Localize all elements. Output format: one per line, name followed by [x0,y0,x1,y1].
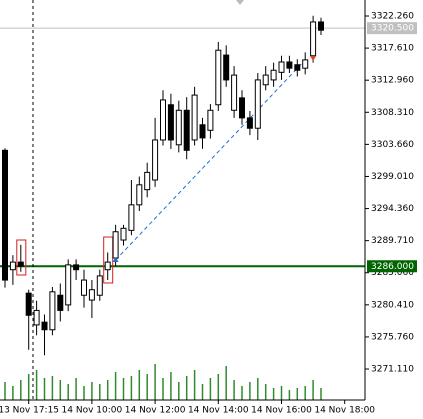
candle-body [128,204,135,231]
plot-area [0,15,365,400]
candle-body [112,231,119,259]
candle-body [2,149,8,281]
candle-body [73,264,80,271]
candle-body [88,289,95,301]
candle-body [144,171,151,191]
candle-body [25,292,32,316]
level-label: 3286.000 [371,262,414,272]
candle-body [207,109,214,131]
x-tick-label: 14 Nov 16:00 [251,406,312,416]
level-label: 3320.500 [371,24,414,34]
y-tick-label: 3322.260 [371,12,414,22]
candle-body [9,261,16,271]
candle-body [136,184,143,206]
candle-body [81,279,87,296]
candle-body [294,64,301,71]
candle-body [57,294,64,311]
scroll-marker [236,0,244,5]
x-tick-label: 14 Nov 12:00 [125,406,186,416]
x-tick-label: 14 Nov 10:00 [62,406,123,416]
trend-line [115,59,306,261]
arrow-marker [112,257,119,262]
y-tick-label: 3275.760 [371,332,414,342]
candle-body [286,61,293,69]
candle-body [191,94,198,141]
candle-body [262,74,269,86]
candle-body [318,21,324,31]
candle-body [65,264,72,306]
candle-body [278,61,285,73]
x-tick-label: 14 Nov 14:00 [188,406,249,416]
y-tick-label: 3289.710 [371,236,414,246]
candle-body [215,49,222,106]
y-tick-label: 3299.010 [371,172,414,182]
signal-box [16,239,27,276]
y-tick-label: 3285.060 [371,268,414,278]
candle-body [152,139,159,181]
candle-body [231,74,238,111]
candle-body [160,99,166,141]
y-tick-label: 3280.410 [371,300,414,310]
candle-body [33,309,40,326]
candle-body [175,109,182,146]
candle-body [120,227,127,241]
y-tick-label: 3271.110 [371,365,414,375]
candle-body [49,291,56,331]
candle-body [310,21,317,57]
candle-body [183,109,190,151]
level-label-bg [367,22,417,35]
y-tick-label: 3308.310 [371,108,414,118]
candle-body [223,54,230,81]
arrow-marker [310,56,317,61]
y-tick-label: 3294.360 [371,204,414,214]
candle-body [270,69,277,81]
candle-body [41,321,48,331]
candle-body [104,261,111,271]
candle-body [254,79,261,129]
signal-box [103,236,114,284]
candle-body [302,59,309,69]
y-tick-label: 3312.960 [371,76,414,86]
level-label-bg [367,260,417,273]
candle-body [17,261,24,267]
candle-body [167,104,174,141]
y-tick-label: 3303.660 [371,140,414,150]
candle-body [246,117,253,129]
candle-body [96,275,103,296]
y-tick-label: 3317.610 [371,44,414,54]
candle-body [239,97,245,119]
x-tick-label: 13 Nov 17:15 [0,406,59,416]
candle-body [199,124,206,139]
x-tick-label: 14 Nov 18:00 [314,406,375,416]
